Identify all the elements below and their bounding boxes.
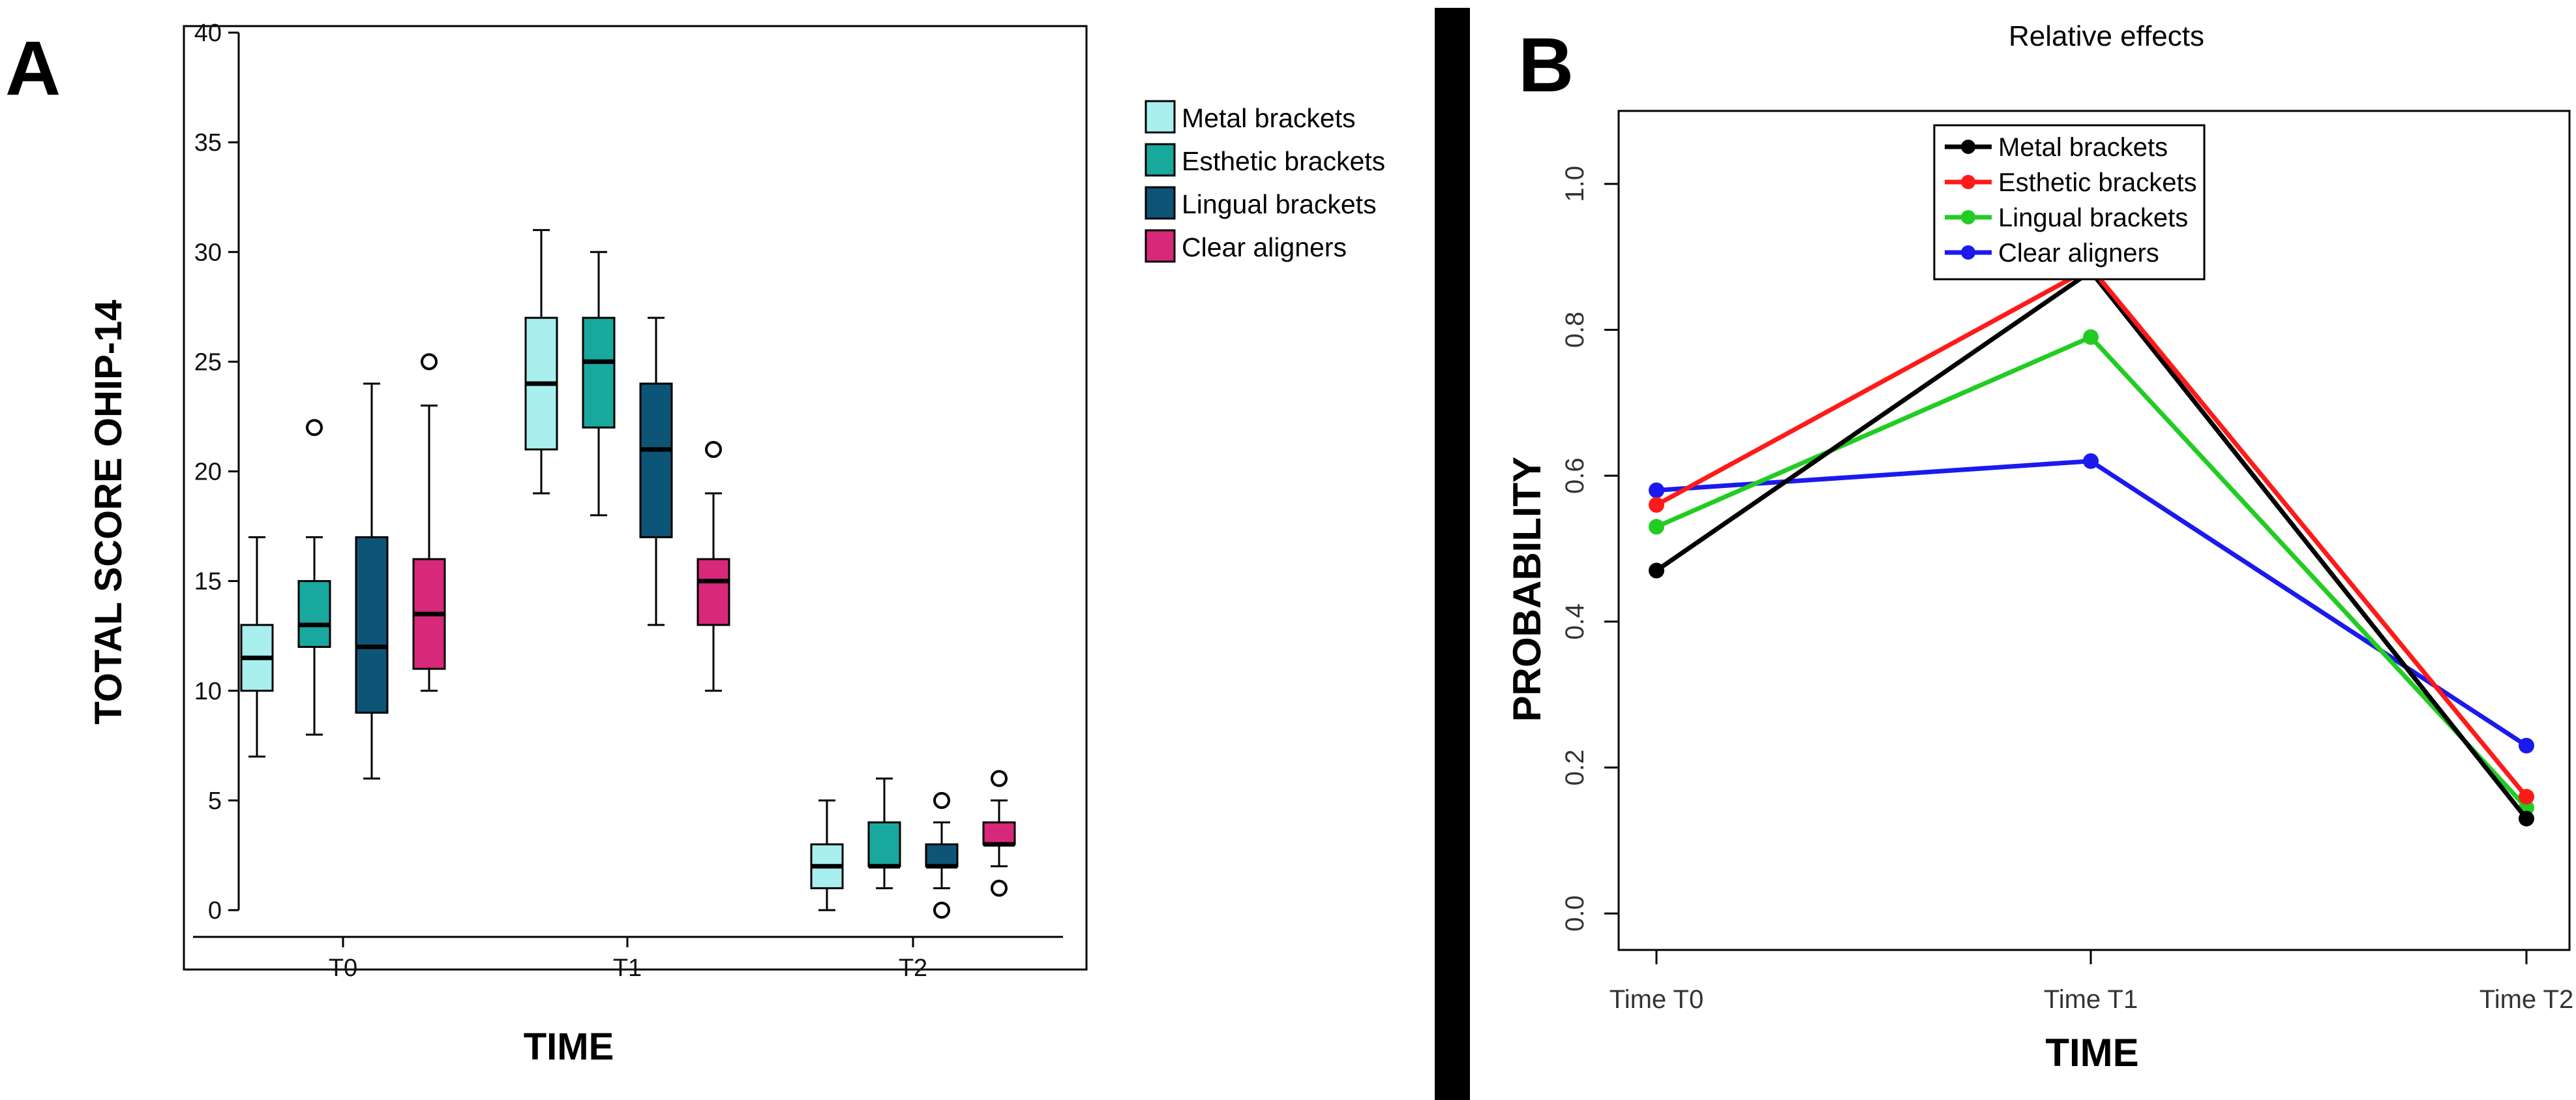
box <box>412 353 446 692</box>
box <box>810 799 844 911</box>
line-chart-frame <box>1617 110 2571 951</box>
legend-swatch <box>1145 143 1176 177</box>
outlier-point <box>991 770 1008 787</box>
data-point <box>2519 810 2534 827</box>
outlier-point <box>306 419 323 436</box>
data-point <box>2519 789 2534 805</box>
box <box>867 777 901 889</box>
line-chart-legend: Metal brackets Esthetic brackets Lingual b… <box>1933 124 2206 281</box>
legend-marker <box>1961 210 1975 224</box>
box-body <box>355 536 389 714</box>
box-plot-frame <box>183 25 1088 971</box>
box <box>982 770 1016 897</box>
outlier-point <box>933 902 950 919</box>
x-tick-label: T2 <box>899 955 927 982</box>
y-tick-label: 30 <box>194 239 222 266</box>
line-chart-x-axis-title: TIME <box>2045 1031 2138 1075</box>
box <box>297 419 331 736</box>
panel-divider <box>1435 8 1470 1100</box>
box <box>355 382 389 780</box>
data-point <box>1649 519 1664 535</box>
y-tick-label: 25 <box>194 348 222 376</box>
y-tick-label: 15 <box>194 568 222 596</box>
box-plot: 0 5 10 15 20 25 30 35 40 T0 T1 T2 <box>193 20 1063 982</box>
data-point <box>1649 562 1664 579</box>
outlier-point <box>933 791 950 809</box>
y-tick-label: 5 <box>208 787 222 815</box>
outlier-point <box>705 440 722 458</box>
legend-marker <box>1961 140 1975 154</box>
data-point <box>1649 497 1664 513</box>
box-body <box>297 580 331 648</box>
data-point <box>2083 329 2099 345</box>
x-tick-label: T1 <box>613 955 642 982</box>
line-chart-title: Relative effects <box>2009 20 2204 52</box>
x-tick-label: T0 <box>329 955 357 982</box>
panel-b-letter: B <box>1518 22 1574 108</box>
box-plot-x-axis-title: TIME <box>524 1026 614 1068</box>
data-point <box>2519 737 2534 754</box>
series-line <box>1655 334 2528 810</box>
y-tick-label: 0.0 <box>1561 895 1589 932</box>
legend-label: Clear aligners <box>1998 239 2159 267</box>
y-tick-label: 35 <box>194 129 222 157</box>
series-line <box>1656 459 2528 748</box>
y-tick-label: 0.8 <box>1561 312 1589 348</box>
legend-label: Clear aligners <box>1182 232 1347 262</box>
box-body <box>867 821 901 868</box>
line-chart: 0.0 0.2 0.4 0.6 0.8 1.0 Time T0 Time T1 Time T2 <box>1561 166 2573 1014</box>
legend-swatch <box>1145 186 1176 220</box>
legend-label: Lingual brackets <box>1182 189 1377 219</box>
y-tick-label: 0 <box>208 897 222 924</box>
y-tick-label: 0.4 <box>1561 603 1589 640</box>
x-tick-label: Time T1 <box>2044 985 2138 1014</box>
legend-label: Esthetic brackets <box>1182 146 1385 176</box>
legend-label: Metal brackets <box>1998 133 2168 162</box>
box <box>240 536 274 758</box>
data-point <box>2083 453 2099 469</box>
legend-swatch <box>1145 100 1176 134</box>
box-body <box>582 316 616 429</box>
y-tick-label: 20 <box>194 459 222 486</box>
legend-label: Lingual brackets <box>1998 204 2188 232</box>
data-point <box>1649 482 1664 498</box>
box-plot-y-axis-title: TOTAL SCORE OHIP-14 <box>87 300 130 725</box>
box-plot-legend: Metal brackets Esthetic brackets Lingual b… <box>1145 100 1385 263</box>
box-body <box>925 843 959 868</box>
legend-label: Esthetic brackets <box>1998 168 2197 197</box>
box <box>582 251 616 517</box>
series-line <box>1655 264 2528 799</box>
y-tick-label: 40 <box>194 20 222 47</box>
box <box>524 229 558 495</box>
y-tick-label: 1.0 <box>1561 166 1589 202</box>
y-tick-label: 0.2 <box>1561 750 1589 786</box>
box <box>696 440 730 692</box>
box-body <box>639 382 673 538</box>
box <box>925 791 959 919</box>
legend-label: Metal brackets <box>1182 103 1356 133</box>
box-body <box>696 558 730 626</box>
outlier-point <box>991 879 1008 897</box>
line-chart-y-axis-title: PROBABILITY <box>1505 457 1549 722</box>
legend-swatch <box>1145 229 1176 263</box>
panel-a-letter: A <box>5 25 61 112</box>
series-line <box>1655 268 2528 820</box>
box <box>639 316 673 626</box>
y-tick-label: 0.6 <box>1561 457 1589 494</box>
x-tick-label: Time T0 <box>1610 985 1703 1014</box>
legend-marker <box>1961 245 1975 260</box>
box-body <box>982 821 1016 846</box>
legend-marker <box>1961 175 1975 189</box>
y-tick-label: 10 <box>194 678 222 705</box>
x-tick-label: Time T2 <box>2479 985 2573 1014</box>
outlier-point <box>421 353 438 371</box>
